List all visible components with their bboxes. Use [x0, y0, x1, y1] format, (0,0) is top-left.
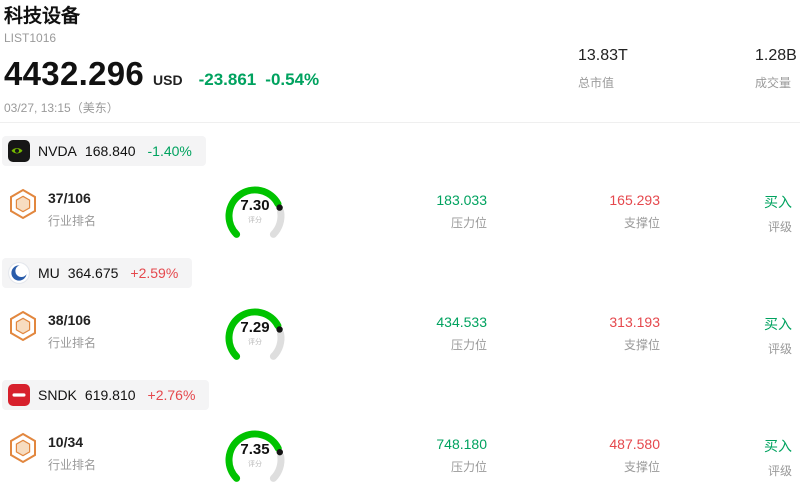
- stock-list-page: 科技设备 LIST1016 4432.296 USD -23.861 -0.54…: [0, 0, 800, 482]
- index-change-pct: -0.54%: [265, 70, 320, 89]
- score-gauge: 7.30 评分: [175, 182, 335, 240]
- score-gauge: 7.29 评分: [175, 304, 335, 362]
- volume-label: 成交量: [755, 76, 792, 90]
- stock-change: -1.40%: [147, 143, 192, 159]
- score-label: 评分: [248, 461, 262, 468]
- industry-rank-cell: 37/106 行业排名: [0, 182, 175, 229]
- rating-cell: 买入 评级: [660, 426, 800, 479]
- support-cell: 313.193 支撑位: [487, 304, 660, 353]
- industry-rank-label: 行业排名: [48, 336, 97, 350]
- micron-logo-icon: [8, 262, 30, 284]
- stock-metrics-row: 38/106 行业排名 7.29 评分 434.533 压力位 31: [0, 304, 800, 362]
- market-cap-label: 总市值: [578, 76, 615, 90]
- industry-rank-value: 37/106: [48, 190, 91, 206]
- industry-rank-cell: 38/106 行业排名: [0, 304, 175, 351]
- rank-badge-icon: [8, 432, 38, 464]
- rating-label: 评级: [767, 220, 792, 234]
- score-value: 7.30: [240, 197, 270, 214]
- rank-badge-icon: [8, 310, 38, 342]
- stock-chip-mu[interactable]: MU 364.675 +2.59%: [2, 258, 193, 288]
- pressure-label: 压力位: [450, 338, 487, 352]
- currency-label: USD: [153, 72, 183, 88]
- rating-cell: 买入 评级: [660, 304, 800, 357]
- pressure-value: 183.033: [436, 192, 487, 208]
- support-value: 313.193: [609, 314, 660, 330]
- stock-metrics-row: 37/106 行业排名 7.30 评分 183.033 压力位 16: [0, 182, 800, 240]
- market-cap-value: 13.83T: [578, 47, 628, 64]
- score-label: 评分: [248, 339, 262, 346]
- sandisk-logo-icon: [8, 384, 30, 406]
- stock-section-sndk: SNDK 619.810 +2.76% 10/34 行业排名: [0, 380, 800, 502]
- pressure-value: 434.533: [436, 314, 487, 330]
- pressure-cell: 434.533 压力位: [335, 304, 487, 353]
- index-price: 4432.296: [4, 55, 145, 92]
- pressure-cell: 748.180 压力位: [335, 426, 487, 475]
- stock-metrics-row: 10/34 行业排名 7.35 评分 748.180 压力位 487: [0, 426, 800, 484]
- support-label: 支撑位: [623, 216, 660, 230]
- stock-chip-sndk[interactable]: SNDK 619.810 +2.76%: [2, 380, 210, 410]
- stock-change: +2.59%: [130, 265, 179, 281]
- nvidia-logo-icon: [8, 140, 30, 162]
- stock-list: NVDA 168.840 -1.40% 37/106 行业排名: [0, 136, 800, 502]
- industry-rank-label: 行业排名: [48, 214, 97, 228]
- rating-value: 买入: [764, 438, 792, 454]
- stock-ticker: SNDK: [38, 387, 77, 403]
- index-change: -23.861: [198, 70, 257, 89]
- index-quote: 4432.296 USD -23.861 -0.54%: [4, 55, 800, 93]
- header: 科技设备 LIST1016 4432.296 USD -23.861 -0.54…: [0, 0, 800, 128]
- stat-volume: 1.28B 成交量: [755, 47, 797, 91]
- pressure-value: 748.180: [436, 436, 487, 452]
- rank-badge-icon: [8, 188, 38, 220]
- support-cell: 165.293 支撑位: [487, 182, 660, 231]
- rating-label: 评级: [767, 342, 792, 356]
- industry-rank-value: 10/34: [48, 434, 84, 450]
- score-value: 7.35: [240, 441, 270, 458]
- rating-label: 评级: [767, 464, 792, 478]
- score-value: 7.29: [240, 319, 270, 336]
- stock-price: 619.810: [84, 387, 136, 403]
- score-gauge-arc: [215, 420, 295, 484]
- support-label: 支撑位: [623, 460, 660, 474]
- rating-value: 买入: [764, 316, 792, 332]
- stock-ticker: NVDA: [38, 143, 77, 159]
- pressure-label: 压力位: [450, 460, 487, 474]
- pressure-label: 压力位: [450, 216, 487, 230]
- header-divider: [0, 122, 800, 123]
- industry-rank-label: 行业排名: [48, 458, 97, 472]
- support-label: 支撑位: [623, 338, 660, 352]
- pressure-cell: 183.033 压力位: [335, 182, 487, 231]
- stock-chip-nvda[interactable]: NVDA 168.840 -1.40%: [2, 136, 206, 166]
- rating-cell: 买入 评级: [660, 182, 800, 235]
- industry-rank-value: 38/106: [48, 312, 91, 328]
- score-gauge-arc: [215, 298, 295, 362]
- score-gauge: 7.35 评分: [175, 426, 335, 484]
- industry-rank-cell: 10/34 行业排名: [0, 426, 175, 473]
- stock-ticker: MU: [38, 265, 60, 281]
- stock-price: 168.840: [84, 143, 136, 159]
- stock-price: 364.675: [67, 265, 119, 281]
- support-cell: 487.580 支撑位: [487, 426, 660, 475]
- page-title: 科技设备: [4, 6, 81, 27]
- stock-change: +2.76%: [147, 387, 196, 403]
- score-gauge-arc: [215, 176, 295, 240]
- stock-section-nvda: NVDA 168.840 -1.40% 37/106 行业排名: [0, 136, 800, 258]
- list-id: LIST1016: [4, 31, 57, 45]
- quote-timestamp: 03/27, 13:15（美东）: [4, 101, 119, 115]
- rating-value: 买入: [764, 194, 792, 210]
- stock-section-mu: MU 364.675 +2.59% 38/106 行业排名: [0, 258, 800, 380]
- volume-value: 1.28B: [755, 47, 797, 64]
- support-value: 487.580: [609, 436, 660, 452]
- support-value: 165.293: [609, 192, 660, 208]
- stat-market-cap: 13.83T 总市值: [578, 47, 628, 91]
- score-label: 评分: [248, 217, 262, 224]
